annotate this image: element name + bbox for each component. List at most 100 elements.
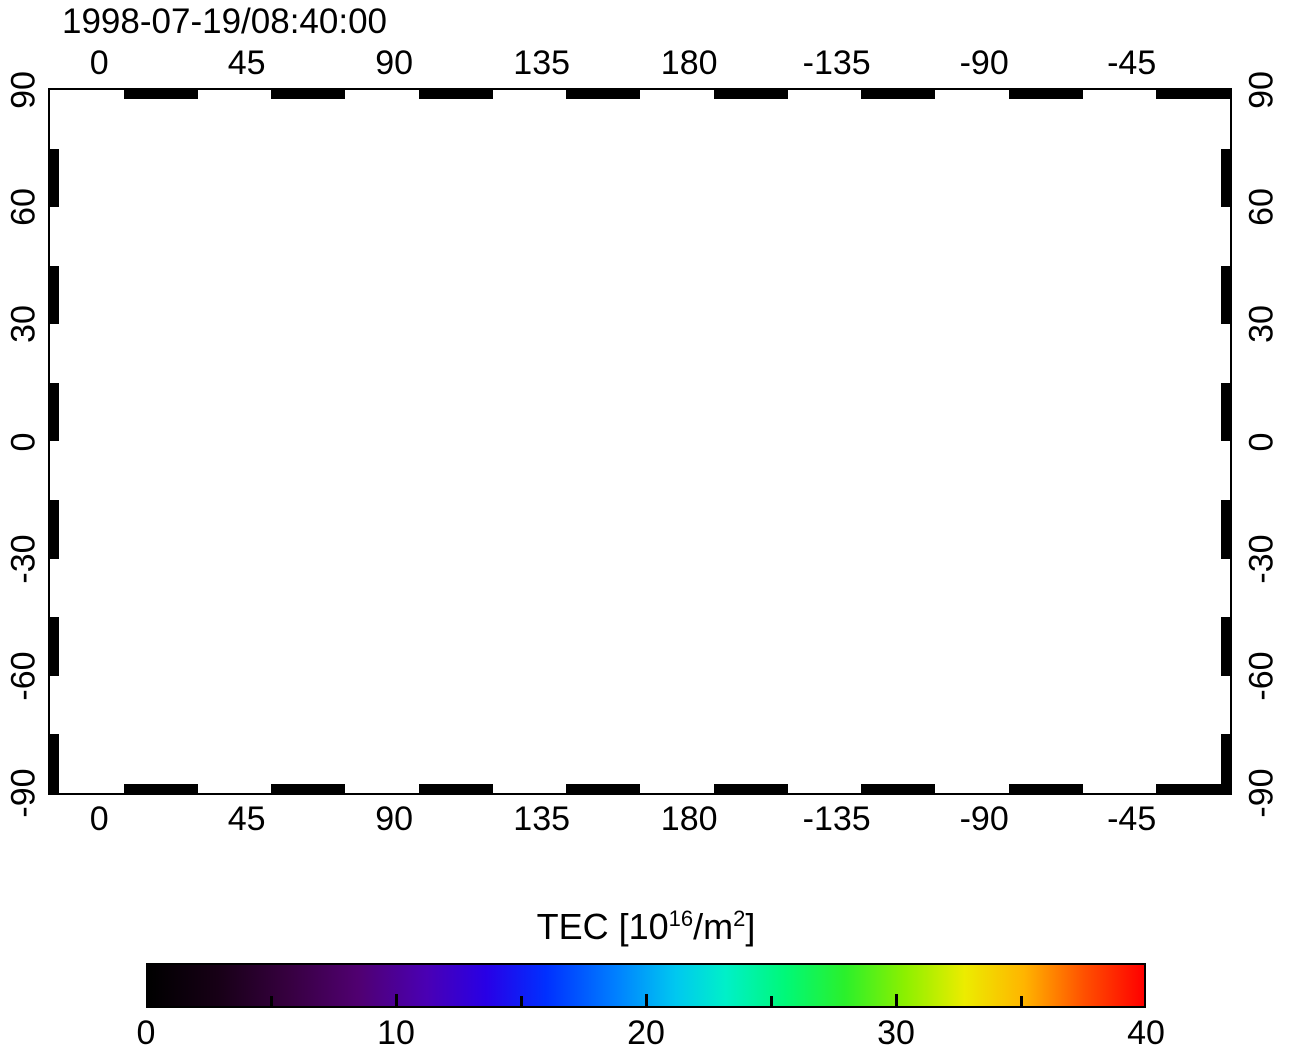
tec-cell [369,121,379,131]
tec-cell [574,336,584,346]
tec-cell [918,267,928,278]
tec-cell [107,559,117,570]
tec-cell [541,327,551,338]
tec-cell [590,396,600,406]
tec-cell [943,267,953,278]
tec-cell [1057,250,1067,260]
tec-cell-antarctic [418,779,428,793]
tec-cell [1025,224,1035,235]
tec-cell [1107,534,1117,544]
tec-cell [640,602,649,613]
tec-cell [222,164,232,174]
tec-cell [1033,207,1043,217]
tec-cell [738,654,748,664]
tec-cell-antarctic [1164,779,1174,793]
tec-cell-antarctic [738,779,748,793]
tec-cell [1098,233,1108,243]
tec-cell [754,422,764,432]
tec-cell [910,310,920,321]
colorbar-minor-tick-15 [520,996,523,1008]
tec-cell [1041,628,1051,638]
tec-cell [558,293,568,303]
tec-cell [607,336,617,346]
tec-cell [902,224,912,235]
tec-cell [926,302,936,312]
tec-cell [287,362,297,372]
tec-cell [369,113,379,123]
tec-cell-antarctic [787,779,797,793]
tec-cell [1041,336,1051,346]
tec-cell [689,121,699,131]
tec-cell-antarctic [631,779,641,793]
tec-cell [156,250,166,260]
tec-cell [615,121,625,131]
tec-cell [66,164,76,174]
tec-cell [140,551,150,561]
tec-cell [320,396,330,406]
tec-cell [295,138,305,149]
tec-cell [558,413,568,424]
lat-tick-right--30: -30 [1242,534,1281,584]
tec-cell [1082,516,1092,527]
tec-cell [189,181,199,192]
tec-cell [951,267,961,278]
tec-cell-antarctic [369,779,379,793]
tec-cell [1164,559,1174,570]
tec-cell [123,293,133,303]
tec-cell [877,276,887,286]
tec-cell [148,456,158,467]
tec-cell [1049,250,1059,260]
tec-cell [115,233,125,243]
tec-cell [1066,302,1076,312]
tec-cell [394,147,404,157]
coastline-11 [488,370,513,419]
tec-cell [525,293,535,303]
tec-cell [1148,181,1158,192]
tec-cell [705,456,715,467]
tec-cell [1066,164,1076,174]
tec-cell [66,267,76,278]
tec-cell [525,250,535,260]
tec-cell [902,336,912,346]
tec-cell [123,542,133,553]
tec-cell-antarctic [410,779,420,793]
tec-cell [853,190,863,200]
tec-cell [574,276,584,286]
tec-cell [992,327,1002,338]
tec-cell-antarctic [549,779,559,793]
tec-cell [1082,620,1092,630]
tec-cell [66,224,76,235]
tec-cell [418,482,428,492]
tec-cell [222,310,232,321]
tec-cell-antarctic [99,779,109,793]
tec-cell [271,370,281,381]
tec-cell [353,121,363,131]
tec-cell [230,353,240,363]
tec-cell [517,602,527,613]
tec-cell [476,379,486,389]
tec-cell [590,456,600,467]
tec-cell [1131,138,1141,149]
tec-cell [1131,525,1141,535]
colorbar-title: TEC [1016/m2] [537,906,756,948]
tec-cell [664,121,674,131]
tec-cell [836,705,846,716]
tec-cell-antarctic [345,779,354,793]
tec-cell [426,310,436,321]
tec-cell [574,431,584,441]
tec-cell [582,508,592,518]
page-title: 1998-07-19/08:40:00 [62,2,387,41]
tec-cell [648,379,658,389]
tec-cell [672,130,682,140]
tec-cell [1107,147,1117,157]
tec-cell [746,130,756,140]
tec-cell [943,276,953,286]
tec-cell [410,473,420,484]
tec-cell [861,293,871,303]
tec-cell [812,585,822,595]
tec-cell [500,345,510,355]
map-plot-area[interactable]: 75 75 70 70 65 65 60 60 55 55 50 50 45 45 40 40 35 35 30 30… [48,88,1232,795]
tec-cell [197,525,207,535]
tec-cell [1066,508,1076,518]
tec-cell [1107,491,1117,501]
